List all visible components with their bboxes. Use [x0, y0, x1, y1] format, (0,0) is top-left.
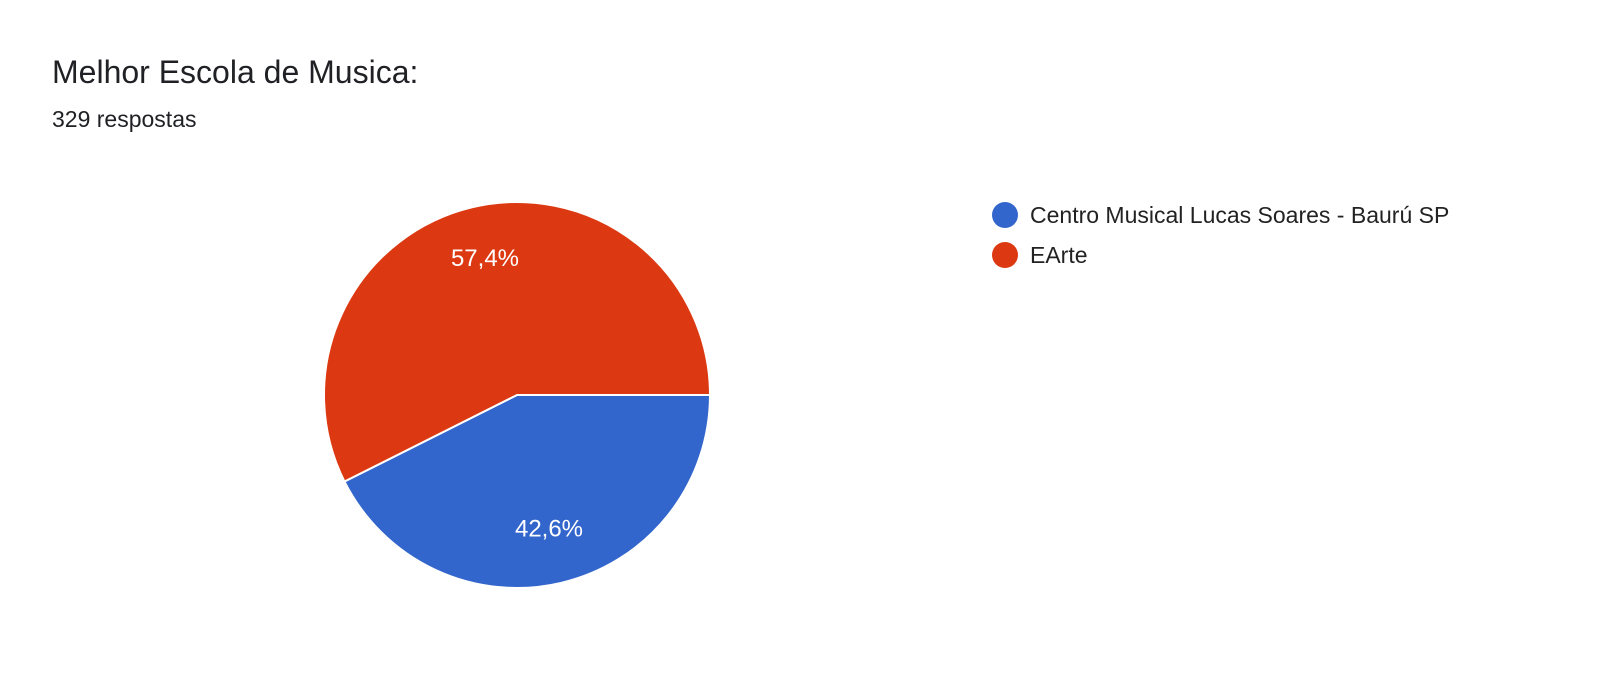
legend-label: EArte [1030, 242, 1088, 268]
data-label: 42,6% [515, 516, 583, 543]
legend-item: Centro Musical Lucas Soares - Baurú SP [992, 198, 1472, 232]
legend-item: EArte [992, 238, 1472, 272]
legend-label: Centro Musical Lucas Soares - Baurú SP [1030, 202, 1450, 228]
pie-slice [343, 394, 712, 589]
pie-slice [323, 201, 712, 483]
legend: Centro Musical Lucas Soares - Baurú SP EA… [992, 198, 1472, 278]
chart-subtitle: 329 respostas [52, 106, 197, 132]
data-label: 57,4% [451, 245, 519, 272]
legend-marker [992, 202, 1018, 228]
chart-title: Melhor Escola de Musica: [52, 54, 419, 90]
legend-marker [992, 242, 1018, 268]
